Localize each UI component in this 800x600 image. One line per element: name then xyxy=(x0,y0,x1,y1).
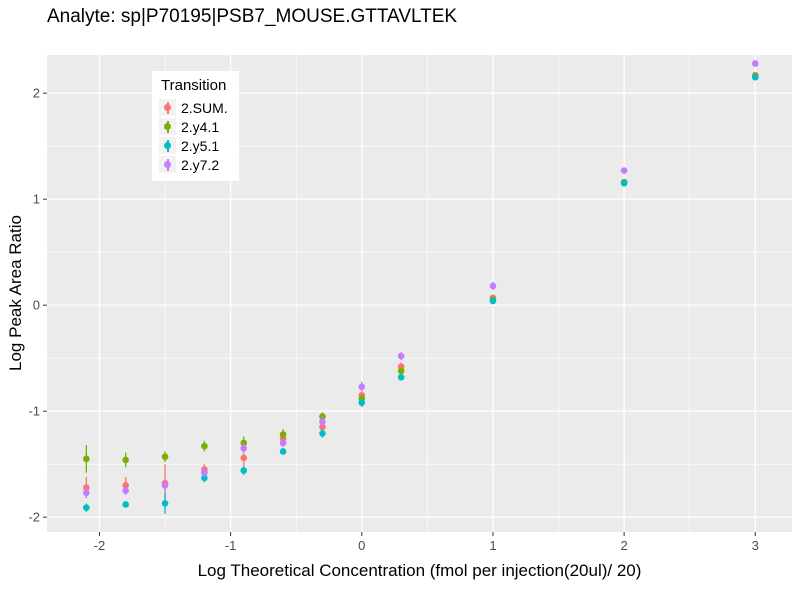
y-tick-label: -2 xyxy=(28,510,40,525)
y-tick-label: 2 xyxy=(33,86,40,101)
legend-label: 2.y4.1 xyxy=(181,118,220,135)
legend-key-icon xyxy=(159,118,176,135)
data-point xyxy=(161,500,169,507)
x-tick-label: -2 xyxy=(94,538,106,553)
legend-item: 2.SUM. xyxy=(159,98,228,117)
data-point xyxy=(751,60,759,67)
chart-title: Analyte: sp|P70195|PSB7_MOUSE.GTTAVLTEK xyxy=(47,6,458,27)
data-point xyxy=(279,439,287,447)
legend-key-icon xyxy=(159,156,176,173)
data-point xyxy=(122,487,129,494)
data-point xyxy=(161,482,169,489)
data-point xyxy=(751,73,759,81)
data-point xyxy=(83,455,90,463)
data-point xyxy=(620,167,628,174)
x-tick-label: -1 xyxy=(225,538,237,553)
legend-item: 2.y7.2 xyxy=(159,155,228,174)
legend-title: Transition xyxy=(161,77,227,94)
data-point xyxy=(358,383,366,391)
legend-item: 2.y5.1 xyxy=(159,136,228,155)
data-point xyxy=(279,431,287,438)
data-point xyxy=(201,442,208,450)
data-point xyxy=(240,454,248,462)
x-axis-label: Log Theoretical Concentration (fmol per … xyxy=(197,561,642,580)
data-point xyxy=(161,453,169,461)
data-point xyxy=(83,489,90,497)
legend-key-icon xyxy=(159,137,176,154)
data-point xyxy=(240,444,248,452)
data-point xyxy=(201,474,208,482)
y-axis-label: Log Peak Area Ratio xyxy=(6,215,25,371)
x-tick-label: 1 xyxy=(489,538,496,553)
data-point xyxy=(319,418,326,426)
legend: Transition 2.SUM. 2.y4.1 2.y5.1 2.y7.2 xyxy=(152,71,239,181)
data-point xyxy=(397,352,405,360)
y-tick-label: 1 xyxy=(33,192,40,207)
legend-key-icon xyxy=(159,99,176,116)
data-point xyxy=(358,399,366,406)
x-tick-label: 0 xyxy=(358,538,365,553)
y-tick-label: 0 xyxy=(33,298,40,313)
data-point xyxy=(620,179,628,187)
data-point xyxy=(397,367,405,375)
legend-label: 2.SUM. xyxy=(181,99,228,116)
data-point xyxy=(279,448,287,455)
data-point xyxy=(397,373,405,381)
legend-label: 2.y7.2 xyxy=(181,156,220,173)
data-point xyxy=(122,456,129,464)
x-tick-label: 2 xyxy=(620,538,627,553)
data-point xyxy=(240,467,248,474)
data-point xyxy=(122,501,129,508)
x-tick-label: 3 xyxy=(752,538,759,553)
data-point xyxy=(83,504,90,511)
legend-label: 2.y5.1 xyxy=(181,137,220,154)
data-point xyxy=(319,430,326,437)
data-point xyxy=(489,297,497,305)
legend-item: 2.y4.1 xyxy=(159,117,228,136)
data-point xyxy=(489,282,497,290)
data-point xyxy=(122,482,129,489)
data-point xyxy=(201,469,208,476)
y-tick-label: -1 xyxy=(28,404,40,419)
